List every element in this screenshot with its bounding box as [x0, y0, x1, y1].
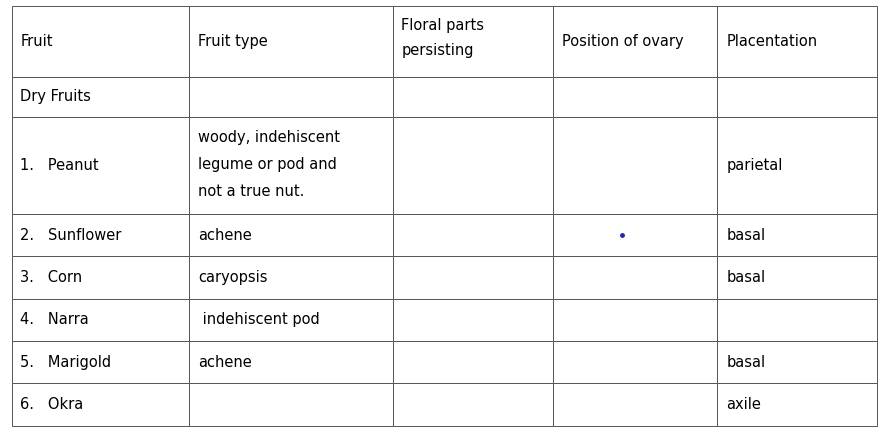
Text: parietal: parietal [726, 158, 782, 173]
Text: 1.   Peanut: 1. Peanut [20, 158, 99, 173]
Bar [717, 214, 877, 256]
Bar [553, 341, 717, 383]
Bar [717, 299, 877, 341]
Text: not a true nut.: not a true nut. [198, 184, 304, 199]
Bar [717, 341, 877, 383]
Bar [553, 214, 717, 256]
Bar [189, 341, 393, 383]
Bar [717, 256, 877, 299]
Bar [393, 117, 553, 214]
Bar [12, 299, 189, 341]
Text: Position of ovary: Position of ovary [562, 34, 684, 49]
Bar [393, 77, 553, 117]
Text: 2.   Sunflower: 2. Sunflower [20, 228, 122, 243]
Bar [12, 77, 189, 117]
Bar [553, 117, 717, 214]
Text: Fruit type: Fruit type [198, 34, 268, 49]
Bar [717, 383, 877, 426]
Bar [553, 6, 717, 77]
Bar [393, 299, 553, 341]
Text: basal: basal [726, 228, 765, 243]
Text: axile: axile [726, 397, 761, 412]
Bar [393, 6, 553, 77]
Text: Placentation: Placentation [726, 34, 817, 49]
Text: woody, indehiscent: woody, indehiscent [198, 130, 340, 145]
Text: 4.   Narra: 4. Narra [20, 312, 89, 327]
Bar [717, 117, 877, 214]
Text: Fruit: Fruit [20, 34, 53, 49]
Bar [717, 6, 877, 77]
Bar [12, 256, 189, 299]
Text: 5.   Marigold: 5. Marigold [20, 355, 112, 369]
Bar [393, 214, 553, 256]
Text: indehiscent pod: indehiscent pod [198, 312, 320, 327]
Bar [12, 341, 189, 383]
Bar [393, 256, 553, 299]
Text: achene: achene [198, 228, 252, 243]
Text: 3.   Corn: 3. Corn [20, 270, 83, 285]
Text: Floral parts: Floral parts [402, 18, 485, 33]
Bar [553, 77, 717, 117]
Bar [393, 341, 553, 383]
Text: achene: achene [198, 355, 252, 369]
Bar [189, 214, 393, 256]
Bar [553, 383, 717, 426]
Bar [189, 383, 393, 426]
Bar [553, 256, 717, 299]
Bar [12, 214, 189, 256]
Bar [189, 256, 393, 299]
Bar [393, 383, 553, 426]
Bar [189, 299, 393, 341]
Text: basal: basal [726, 270, 765, 285]
Text: caryopsis: caryopsis [198, 270, 268, 285]
Bar [12, 383, 189, 426]
Bar [189, 77, 393, 117]
Text: persisting: persisting [402, 43, 474, 58]
Text: basal: basal [726, 355, 765, 369]
Text: 6.   Okra: 6. Okra [20, 397, 84, 412]
Text: legume or pod and: legume or pod and [198, 157, 337, 172]
Bar [189, 117, 393, 214]
Bar [12, 117, 189, 214]
Text: Dry Fruits: Dry Fruits [20, 89, 92, 105]
Bar [717, 77, 877, 117]
Bar [553, 299, 717, 341]
Bar [189, 6, 393, 77]
Bar [12, 6, 189, 77]
